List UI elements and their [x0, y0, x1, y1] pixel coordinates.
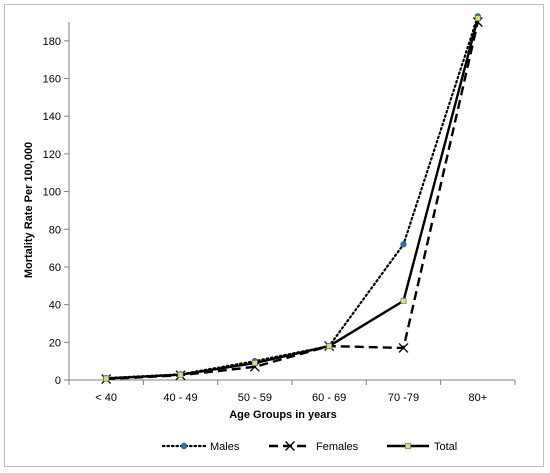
y-ticks: 0 20 40 60 80 100 120 140 160 180 — [43, 36, 69, 387]
series-lines — [101, 13, 483, 385]
data-point-females — [398, 343, 409, 353]
data-point-males — [400, 241, 407, 248]
marker-x-stroke — [398, 343, 409, 353]
y-tick-label: 60 — [49, 262, 61, 274]
y-tick-label: 160 — [43, 74, 61, 86]
data-point-total — [326, 343, 333, 349]
x-tick-label: 70 -79 — [388, 392, 419, 404]
series-line-females — [106, 21, 480, 381]
legend-marker-males — [180, 442, 188, 450]
series-line-males — [105, 15, 479, 380]
series-line-total — [106, 17, 479, 380]
x-axis-title: Age Groups in years — [229, 409, 337, 421]
x-tick-label: 40 - 49 — [163, 392, 197, 404]
x-tick-label: 60 - 69 — [312, 392, 346, 404]
y-tick-label: 120 — [43, 149, 61, 161]
data-point-total — [400, 297, 407, 304]
x-tick-label: 50 - 59 — [238, 392, 272, 404]
legend-marker-total — [405, 443, 411, 449]
y-axis-title: Mortality Rate Per 100,000 — [23, 142, 35, 278]
data-point-total — [177, 371, 184, 378]
data-point-females — [472, 17, 483, 27]
legend-marker-females — [285, 441, 295, 451]
marker-x-stroke — [472, 17, 483, 27]
y-tick-label: 20 — [49, 337, 61, 349]
marker-x-stroke — [249, 361, 260, 372]
y-tick-label: 100 — [43, 187, 61, 199]
data-point-total — [474, 15, 481, 22]
x-tick-label: < 40 — [95, 392, 117, 404]
marker-x-stroke — [285, 441, 295, 451]
chart-frame — [4, 4, 544, 467]
data-point-total — [251, 360, 258, 366]
x-ticks: < 40 40 - 49 50 - 59 60 - 69 70 -79 80+ — [68, 380, 516, 404]
legend: Males Females Total — [161, 441, 457, 453]
axes — [68, 22, 515, 381]
y-tick-label: 180 — [43, 36, 61, 48]
legend-label-total: Total — [434, 441, 457, 453]
x-tick-label: 80+ — [468, 392, 487, 404]
data-point-females — [249, 361, 260, 372]
y-tick-label: 80 — [49, 224, 61, 236]
data-point-total — [103, 375, 110, 382]
y-tick-label: 0 — [55, 375, 61, 387]
y-tick-label: 140 — [43, 111, 61, 123]
legend-label-males: Males — [210, 441, 240, 453]
y-tick-label: 40 — [49, 300, 61, 312]
legend-label-females: Females — [316, 441, 359, 453]
